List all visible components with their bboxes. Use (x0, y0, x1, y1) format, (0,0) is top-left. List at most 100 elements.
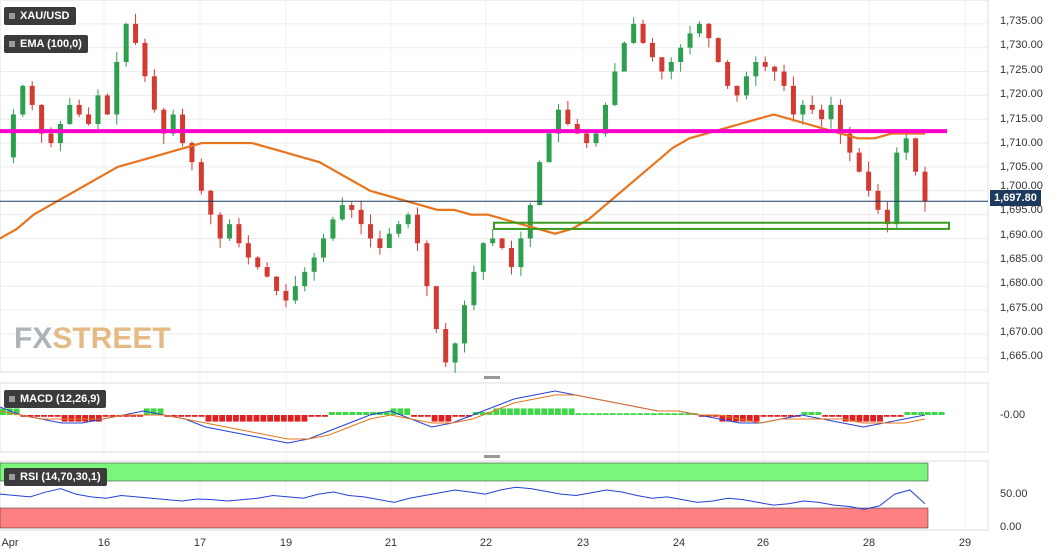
macd-histogram-bar (109, 415, 116, 417)
candle-body (255, 257, 261, 268)
candle-body (180, 114, 186, 144)
candle-body (537, 162, 543, 206)
candle-body (913, 138, 919, 172)
macd-histogram-bar (171, 415, 178, 417)
macd-histogram-bar (54, 415, 61, 417)
candle-body (264, 267, 270, 277)
macd-histogram-bar (548, 408, 554, 415)
macd-histogram-bar (925, 412, 931, 415)
candle-body (574, 124, 580, 134)
support-zone (493, 221, 950, 230)
candle-body (386, 233, 392, 248)
macd-histogram-bar (335, 412, 342, 415)
candle-body (490, 238, 496, 244)
macd-histogram-bar (349, 412, 356, 415)
candle-body (753, 62, 759, 77)
rsi-label[interactable]: RSI (14,70,30,1) (4, 468, 107, 486)
watermark: FXSTREET (14, 322, 171, 355)
candle-body (133, 23, 139, 43)
candle-body (837, 104, 843, 134)
candle-body (715, 38, 721, 62)
macd-label[interactable]: MACD (12,26,9) (4, 390, 107, 408)
candle-body (368, 224, 374, 239)
x-tick: 22 (479, 537, 493, 549)
candle-body (377, 238, 383, 248)
y-tick: 1,670.00 (1000, 326, 1043, 338)
macd-histogram-bar (650, 413, 657, 415)
y-tick: 1,705.00 (1000, 161, 1043, 173)
macd-histogram-bar (507, 408, 513, 415)
macd-histogram-bar (623, 413, 630, 415)
candle-body (20, 85, 26, 115)
candle-body (856, 152, 862, 172)
candle-body (659, 57, 665, 72)
macd-histogram-bar (27, 415, 34, 417)
macd-histogram-bar (356, 412, 363, 415)
symbol-label[interactable]: XAU/USD (4, 7, 76, 25)
macd-histogram-bar (801, 412, 808, 415)
candle-body (443, 329, 449, 363)
candle-body (86, 114, 92, 124)
candle-body (809, 104, 815, 110)
macd-histogram-bar (150, 408, 157, 415)
macd-panel (0, 382, 989, 453)
macd-histogram-bar (137, 415, 143, 417)
candle-body (565, 109, 571, 124)
y-tick: 1,695.00 (1000, 204, 1043, 216)
y-tick: 1,730.00 (1000, 39, 1043, 51)
macd-histogram-bar (829, 415, 835, 417)
candle-body (424, 243, 430, 287)
macd-histogram-bar (500, 408, 507, 415)
macd-histogram-bar (760, 415, 767, 417)
candle-body (828, 104, 834, 120)
signal-line (0, 394, 926, 440)
candle-body (584, 133, 590, 144)
macd-histogram-bar (253, 415, 260, 422)
candle-body (208, 190, 214, 215)
macd-histogram-bar (644, 413, 650, 415)
candle-body (339, 205, 345, 220)
macd-histogram-bar (178, 415, 184, 417)
macd-histogram-bar (835, 415, 842, 417)
candle-body (415, 214, 421, 244)
candle-body (668, 62, 674, 72)
candle-body (189, 143, 195, 163)
candle-body (640, 23, 646, 43)
pane-resize-handle (484, 376, 500, 379)
macd-histogram-bar (493, 408, 500, 415)
candle-body (678, 47, 684, 62)
macd-histogram-bar (596, 413, 602, 415)
macd-histogram-bar (808, 412, 815, 415)
macd-histogram-bar (685, 413, 692, 415)
candle-body (433, 286, 439, 330)
macd-histogram-bar (41, 415, 47, 417)
macd-histogram-bar (918, 412, 924, 415)
macd-histogram-bar (226, 415, 232, 422)
macd-histogram-bar (746, 415, 753, 422)
macd-histogram-bar (849, 415, 856, 422)
candle-body (161, 109, 167, 134)
macd-histogram-bar (664, 413, 671, 415)
macd-histogram-bar (232, 415, 239, 422)
macd-histogram-bar (527, 408, 534, 415)
candle-body (349, 205, 355, 210)
candle-body (48, 133, 54, 144)
macd-histogram-bar (513, 408, 520, 415)
candle-body (170, 114, 176, 134)
macd-histogram-bar (397, 408, 404, 415)
macd-histogram-bar (671, 413, 678, 415)
candle-body (217, 214, 223, 239)
macd-histogram-bar (95, 415, 102, 422)
macd-histogram-bar (842, 415, 849, 422)
macd-histogram-bar (185, 415, 191, 417)
macd-histogram-bar (904, 412, 911, 415)
macd-histogram-bar (911, 412, 918, 415)
macd-histogram-bar (616, 413, 623, 415)
candle-body (781, 71, 787, 86)
ema-label[interactable]: EMA (100,0) (4, 35, 88, 53)
candle-body (734, 85, 740, 96)
macd-histogram-bar (781, 415, 787, 417)
candle-body (57, 124, 63, 144)
macd-histogram-bar (609, 413, 616, 415)
macd-histogram-bar (424, 415, 431, 417)
